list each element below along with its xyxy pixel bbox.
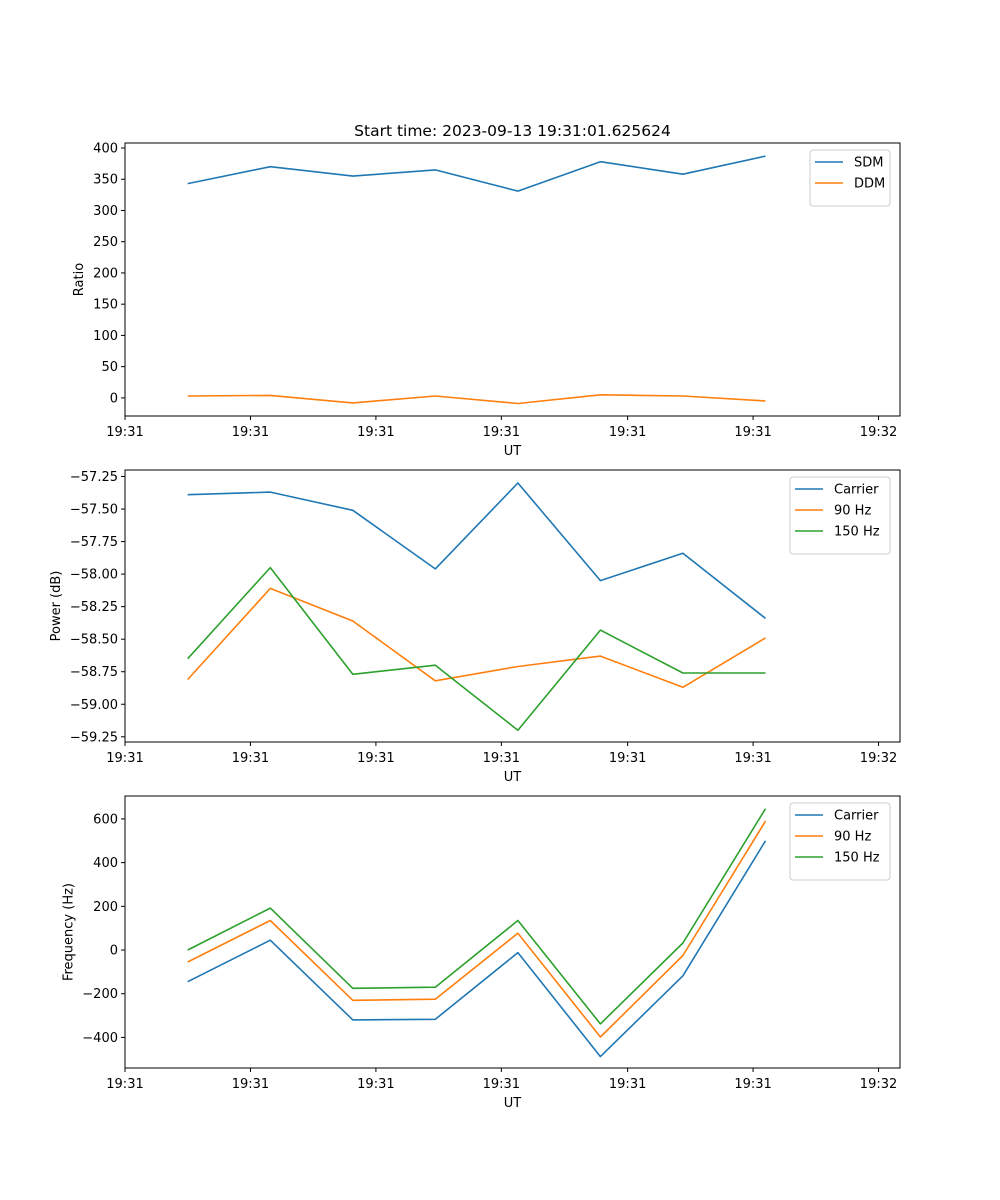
frequency-series-carrier <box>187 840 767 1058</box>
frequency-axes-frame <box>124 795 901 1069</box>
ratio-x-tick-label: 19:31 <box>483 425 520 440</box>
ratio-legend-box <box>809 149 891 207</box>
frequency-y-tick-label: 200 <box>93 900 118 915</box>
power-y-tick-label: −58.75 <box>70 665 118 680</box>
power-x-axis-label: UT <box>504 770 522 785</box>
power-y-tick-label: −57.50 <box>70 503 118 518</box>
frequency-x-tick-label: 19:31 <box>232 1077 269 1092</box>
power-x-tick-label: 19:32 <box>860 751 897 766</box>
power-panel: 19:31 19:31 19:31 19:31 19:31 19:31 19:32 UT −57… <box>49 469 901 785</box>
power-x-tick-label: 19:31 <box>734 751 771 766</box>
frequency-legend-box <box>789 802 891 881</box>
ratio-x-axis-label: UT <box>504 444 522 459</box>
power-legend-box <box>789 476 891 555</box>
ratio-y-tick-label: 200 <box>93 266 118 281</box>
power-y-tick-label: −57.25 <box>70 470 118 485</box>
ratio-x-tick-label: 19:31 <box>609 425 646 440</box>
power-legend-label: 90 Hz <box>834 504 871 519</box>
frequency-x-tick-label: 19:32 <box>860 1077 897 1092</box>
frequency-legend-label: 150 Hz <box>834 851 880 866</box>
power-x-tick-label: 19:31 <box>483 751 520 766</box>
ratio-y-axis-label: Ratio <box>72 263 87 296</box>
ratio-legend-label: DDM <box>854 177 885 192</box>
frequency-y-tick-label: 600 <box>93 812 118 827</box>
ratio-y-tick-label: 50 <box>101 360 118 375</box>
power-y-tick-label: −58.50 <box>70 633 118 648</box>
power-x-tick-label: 19:31 <box>106 751 143 766</box>
ratio-y-tick-label: 100 <box>93 329 118 344</box>
power-legend: Carrier 90 Hz 150 Hz <box>789 476 891 555</box>
ratio-y-tick-label: 350 <box>93 173 118 188</box>
frequency-y-axis-label: Frequency (Hz) <box>61 883 76 981</box>
power-y-tick-label: −59.25 <box>70 730 118 745</box>
power-y-axis-label: Power (dB) <box>49 571 64 642</box>
power-y-tick-label: −58.25 <box>70 600 118 615</box>
power-legend-label: Carrier <box>834 483 879 498</box>
frequency-x-tick-label: 19:31 <box>734 1077 771 1092</box>
ratio-x-tick-label: 19:31 <box>232 425 269 440</box>
power-series-150-hz <box>187 566 766 732</box>
ratio-x-tick-label: 19:32 <box>860 425 897 440</box>
power-series-carrier <box>187 482 766 620</box>
power-y-tick-label: −57.75 <box>70 535 118 550</box>
ratio-y-tick-label: 250 <box>93 235 118 250</box>
ratio-series-sdm <box>187 155 766 192</box>
ratio-panel: 19:31 19:31 19:31 19:31 19:31 19:31 19:32 UT 0 50… <box>72 141 901 459</box>
power-legend-label: 150 Hz <box>834 525 880 540</box>
frequency-series-90-hz <box>187 820 767 1038</box>
power-y-tick-label: −58.00 <box>70 568 118 583</box>
frequency-y-tick-label: −200 <box>82 987 118 1002</box>
frequency-x-axis-label: UT <box>504 1096 522 1111</box>
frequency-x-tick-label: 19:31 <box>106 1077 143 1092</box>
frequency-legend-label: 90 Hz <box>834 830 871 845</box>
frequency-y-tick-label: 0 <box>110 944 118 959</box>
ratio-legend-label: SDM <box>854 156 883 171</box>
frequency-panel: 19:31 19:31 19:31 19:31 19:31 19:31 19:32 UT 600… <box>61 795 901 1111</box>
power-x-tick-label: 19:31 <box>232 751 269 766</box>
chart-title: Start time: 2023-09-13 19:31:01.625624 <box>354 122 671 140</box>
ratio-x-tick-label: 19:31 <box>357 425 394 440</box>
frequency-series-150-hz <box>187 808 767 1025</box>
ratio-axes-frame <box>124 142 901 417</box>
frequency-x-tick-label: 19:31 <box>609 1077 646 1092</box>
power-x-tick-label: 19:31 <box>357 751 394 766</box>
ratio-x-tick-label: 19:31 <box>106 425 143 440</box>
frequency-x-tick-label: 19:31 <box>357 1077 394 1092</box>
power-y-tick-label: −59.00 <box>70 698 118 713</box>
ratio-y-tick-label: 400 <box>93 141 118 156</box>
ratio-series-ddm <box>187 393 766 405</box>
ratio-legend: SDM DDM <box>809 149 891 207</box>
frequency-legend: Carrier 90 Hz 150 Hz <box>789 802 891 881</box>
ratio-x-tick-label: 19:31 <box>734 425 771 440</box>
frequency-y-tick-label: 400 <box>93 856 118 871</box>
frequency-y-tick-label: −400 <box>82 1031 118 1046</box>
frequency-legend-label: Carrier <box>834 809 879 824</box>
frequency-x-tick-label: 19:31 <box>483 1077 520 1092</box>
power-axes-frame <box>124 469 901 743</box>
ratio-y-tick-label: 300 <box>93 204 118 219</box>
power-series-90-hz <box>187 587 766 689</box>
ratio-y-tick-label: 0 <box>110 391 118 406</box>
power-x-tick-label: 19:31 <box>609 751 646 766</box>
ratio-y-tick-label: 150 <box>93 298 118 313</box>
